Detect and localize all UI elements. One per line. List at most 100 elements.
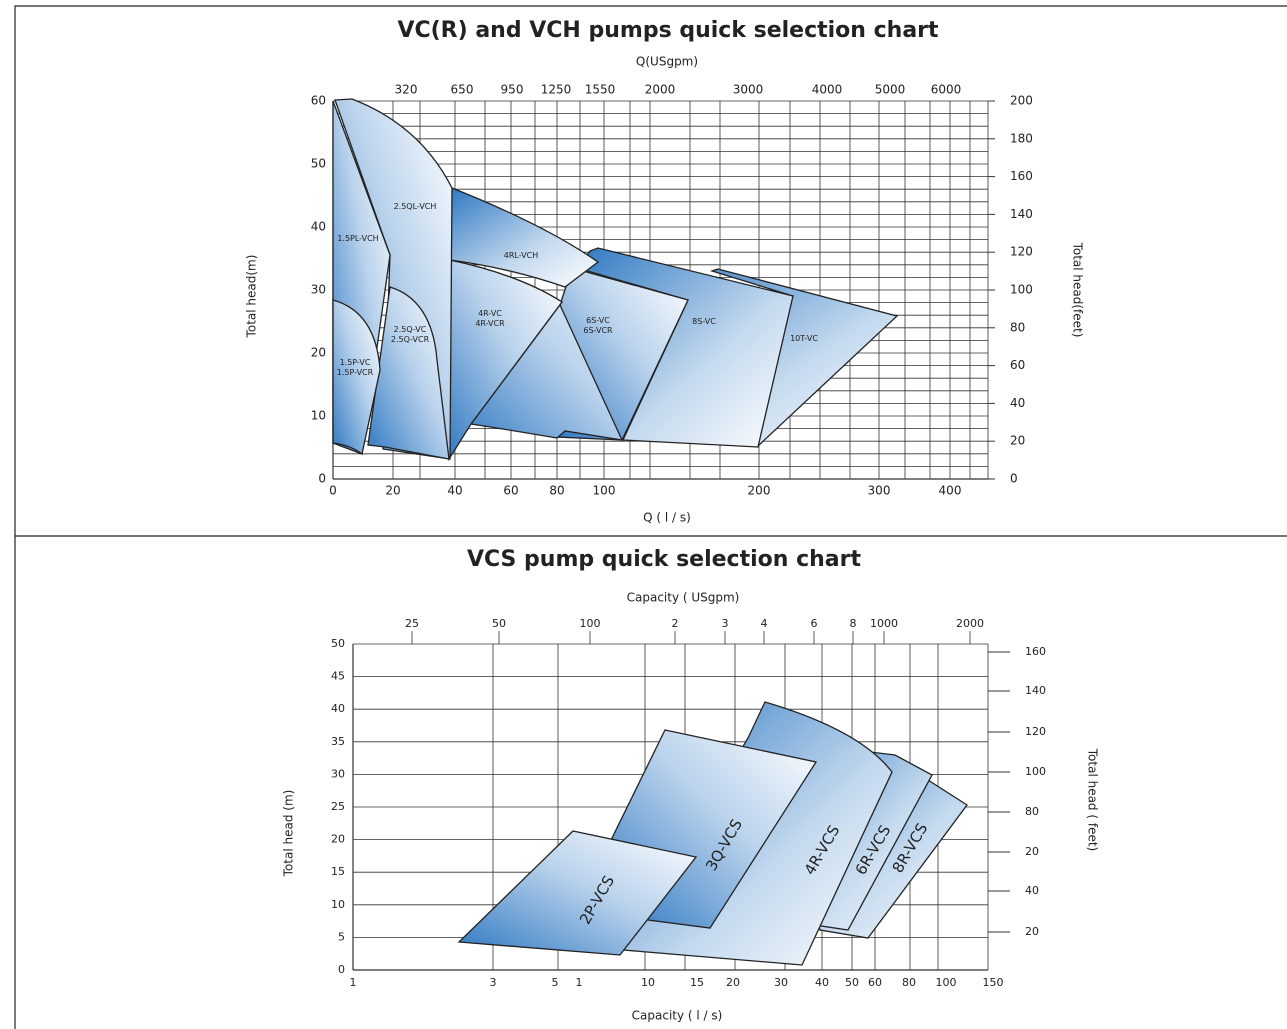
- x-tick-label: 10: [641, 976, 655, 989]
- region-label-line: 4RL-VCH: [504, 251, 538, 260]
- y-tick-label: 20: [331, 833, 345, 846]
- pump-region: [446, 259, 563, 462]
- y2-tick-label: 160: [1025, 645, 1046, 658]
- x2-tick-label: 3: [722, 617, 729, 630]
- x2-tick-label: 650: [451, 83, 474, 97]
- x2-tick-label: 3000: [733, 83, 764, 97]
- x-tick-label: 80: [549, 484, 564, 498]
- x2-tick-label: 1000: [870, 617, 898, 630]
- y-tick-label: 30: [331, 767, 345, 780]
- x-tick-label: 20: [385, 484, 400, 498]
- region-label: 1.5P-VC 1.5P-VCR: [337, 358, 374, 377]
- y2-tick-label: 120: [1010, 245, 1033, 259]
- x2-tick-label: 4: [761, 617, 768, 630]
- x-tick-label: 100: [593, 484, 616, 498]
- bottom-axis-label: Capacity ( l / s): [632, 1009, 723, 1023]
- y2-tick-label: 140: [1025, 684, 1046, 697]
- y2-tick-label: 100: [1025, 765, 1046, 778]
- x-tick-label: 300: [868, 484, 891, 498]
- left-axis-label: Total head(m): [245, 255, 259, 339]
- y2-tick-label: 160: [1010, 169, 1033, 183]
- x-tick-label: 1: [576, 976, 583, 989]
- left-axis-label: Total head (m): [282, 790, 296, 878]
- y2-tick-label: 20: [1025, 845, 1039, 858]
- y-tick-label: 10: [311, 409, 326, 423]
- bottom-axis-label: Q ( l / s): [643, 511, 691, 525]
- x2-tick-label: 320: [395, 83, 418, 97]
- region-label-line: 6S-VC: [586, 316, 610, 325]
- y-tick-label: 0: [338, 963, 345, 976]
- x-tick-label: 40: [447, 484, 462, 498]
- y2-tick-label: 40: [1025, 884, 1039, 897]
- x-tick-label: 5: [552, 976, 559, 989]
- y-tick-label: 40: [331, 702, 345, 715]
- region-label-line: 4R-VCR: [475, 319, 505, 328]
- y2-tick-label: 60: [1010, 358, 1025, 372]
- x-tick-label: 15: [690, 976, 704, 989]
- y2-tick-label: 120: [1025, 725, 1046, 738]
- x-tick-label: 100: [936, 976, 957, 989]
- y-tick-label: 25: [331, 800, 345, 813]
- y2-tick-label: 20: [1025, 925, 1039, 938]
- region-label-line: 8S-VC: [692, 317, 716, 326]
- x2-tick-label: 2000: [645, 83, 676, 97]
- region-label: 2.5QL-VCH: [394, 202, 437, 211]
- y-tick-label: 20: [311, 346, 326, 360]
- x-tick-label: 150: [983, 976, 1004, 989]
- x-tick-label: 60: [503, 484, 518, 498]
- y-tick-label: 50: [331, 637, 345, 650]
- region-label-line: 2.5Q-VC: [394, 325, 427, 334]
- region-label: 2.5Q-VC 2.5Q-VCR: [391, 325, 430, 344]
- top-axis-label: Q(USgpm): [636, 55, 698, 69]
- region-label-line: 1.5P-VC: [340, 358, 371, 367]
- y-tick-label: 45: [331, 670, 345, 683]
- y-tick-label: 5: [338, 930, 345, 943]
- y-tick-label: 60: [311, 94, 326, 108]
- chart-title: VCS pump quick selection chart: [467, 547, 862, 572]
- x2-tick-label: 6: [811, 617, 818, 630]
- x-tick-label: 40: [815, 976, 829, 989]
- x2-tick-label: 100: [580, 617, 601, 630]
- x2-tick-label: 950: [501, 83, 524, 97]
- y-tick-label: 0: [318, 472, 326, 486]
- y-tick-label: 30: [311, 283, 326, 297]
- x-tick-label: 200: [748, 484, 771, 498]
- top-axis-label: Capacity ( USgpm): [627, 591, 740, 605]
- x2-tick-label: 25: [405, 617, 419, 630]
- region-label-line: 1.5PL-VCH: [337, 234, 378, 243]
- region-label-line: 6S-VCR: [583, 326, 613, 335]
- region-label-line: 10T-VC: [790, 334, 818, 343]
- region-label-line: 1.5P-VCR: [337, 368, 374, 377]
- y-tick-label: 50: [311, 157, 326, 171]
- frame: [14, 5, 1287, 1029]
- x-tick-label: 60: [868, 976, 882, 989]
- y-tick-label: 15: [331, 865, 345, 878]
- y2-tick-label: 100: [1010, 283, 1033, 297]
- x2-tick-label: 8: [850, 617, 857, 630]
- x2-tick-label: 6000: [931, 83, 962, 97]
- pump-region: [457, 830, 698, 956]
- region-label: 1.5PL-VCH: [337, 234, 378, 243]
- region-label: 4R-VC 4R-VCR: [475, 309, 505, 328]
- region-label: 8S-VC: [692, 317, 716, 326]
- y-tick-label: 35: [331, 735, 345, 748]
- y-tick-label: 40: [311, 220, 326, 234]
- right-axis-label: Total head(feet): [1071, 242, 1085, 338]
- x2-tick-label: 1550: [585, 83, 616, 97]
- y2-tick-label: 80: [1025, 805, 1039, 818]
- x-tick-label: 1: [350, 976, 357, 989]
- x2-tick-label: 2: [672, 617, 679, 630]
- y-tick-label: 10: [331, 898, 345, 911]
- y2-tick-label: 0: [1010, 472, 1018, 486]
- region-label-line: 2.5QL-VCH: [394, 202, 437, 211]
- pump-region: [449, 187, 600, 288]
- chart-title: VC(R) and VCH pumps quick selection char…: [397, 18, 939, 43]
- x2-tick-label: 4000: [812, 83, 843, 97]
- y2-tick-label: 200: [1010, 94, 1033, 108]
- right-axis-label: Total head ( feet): [1086, 748, 1100, 852]
- pump-region: [575, 247, 794, 448]
- x-tick-label: 400: [939, 484, 962, 498]
- pump-region: [332, 299, 381, 456]
- region-label-line: 2.5Q-VCR: [391, 335, 430, 344]
